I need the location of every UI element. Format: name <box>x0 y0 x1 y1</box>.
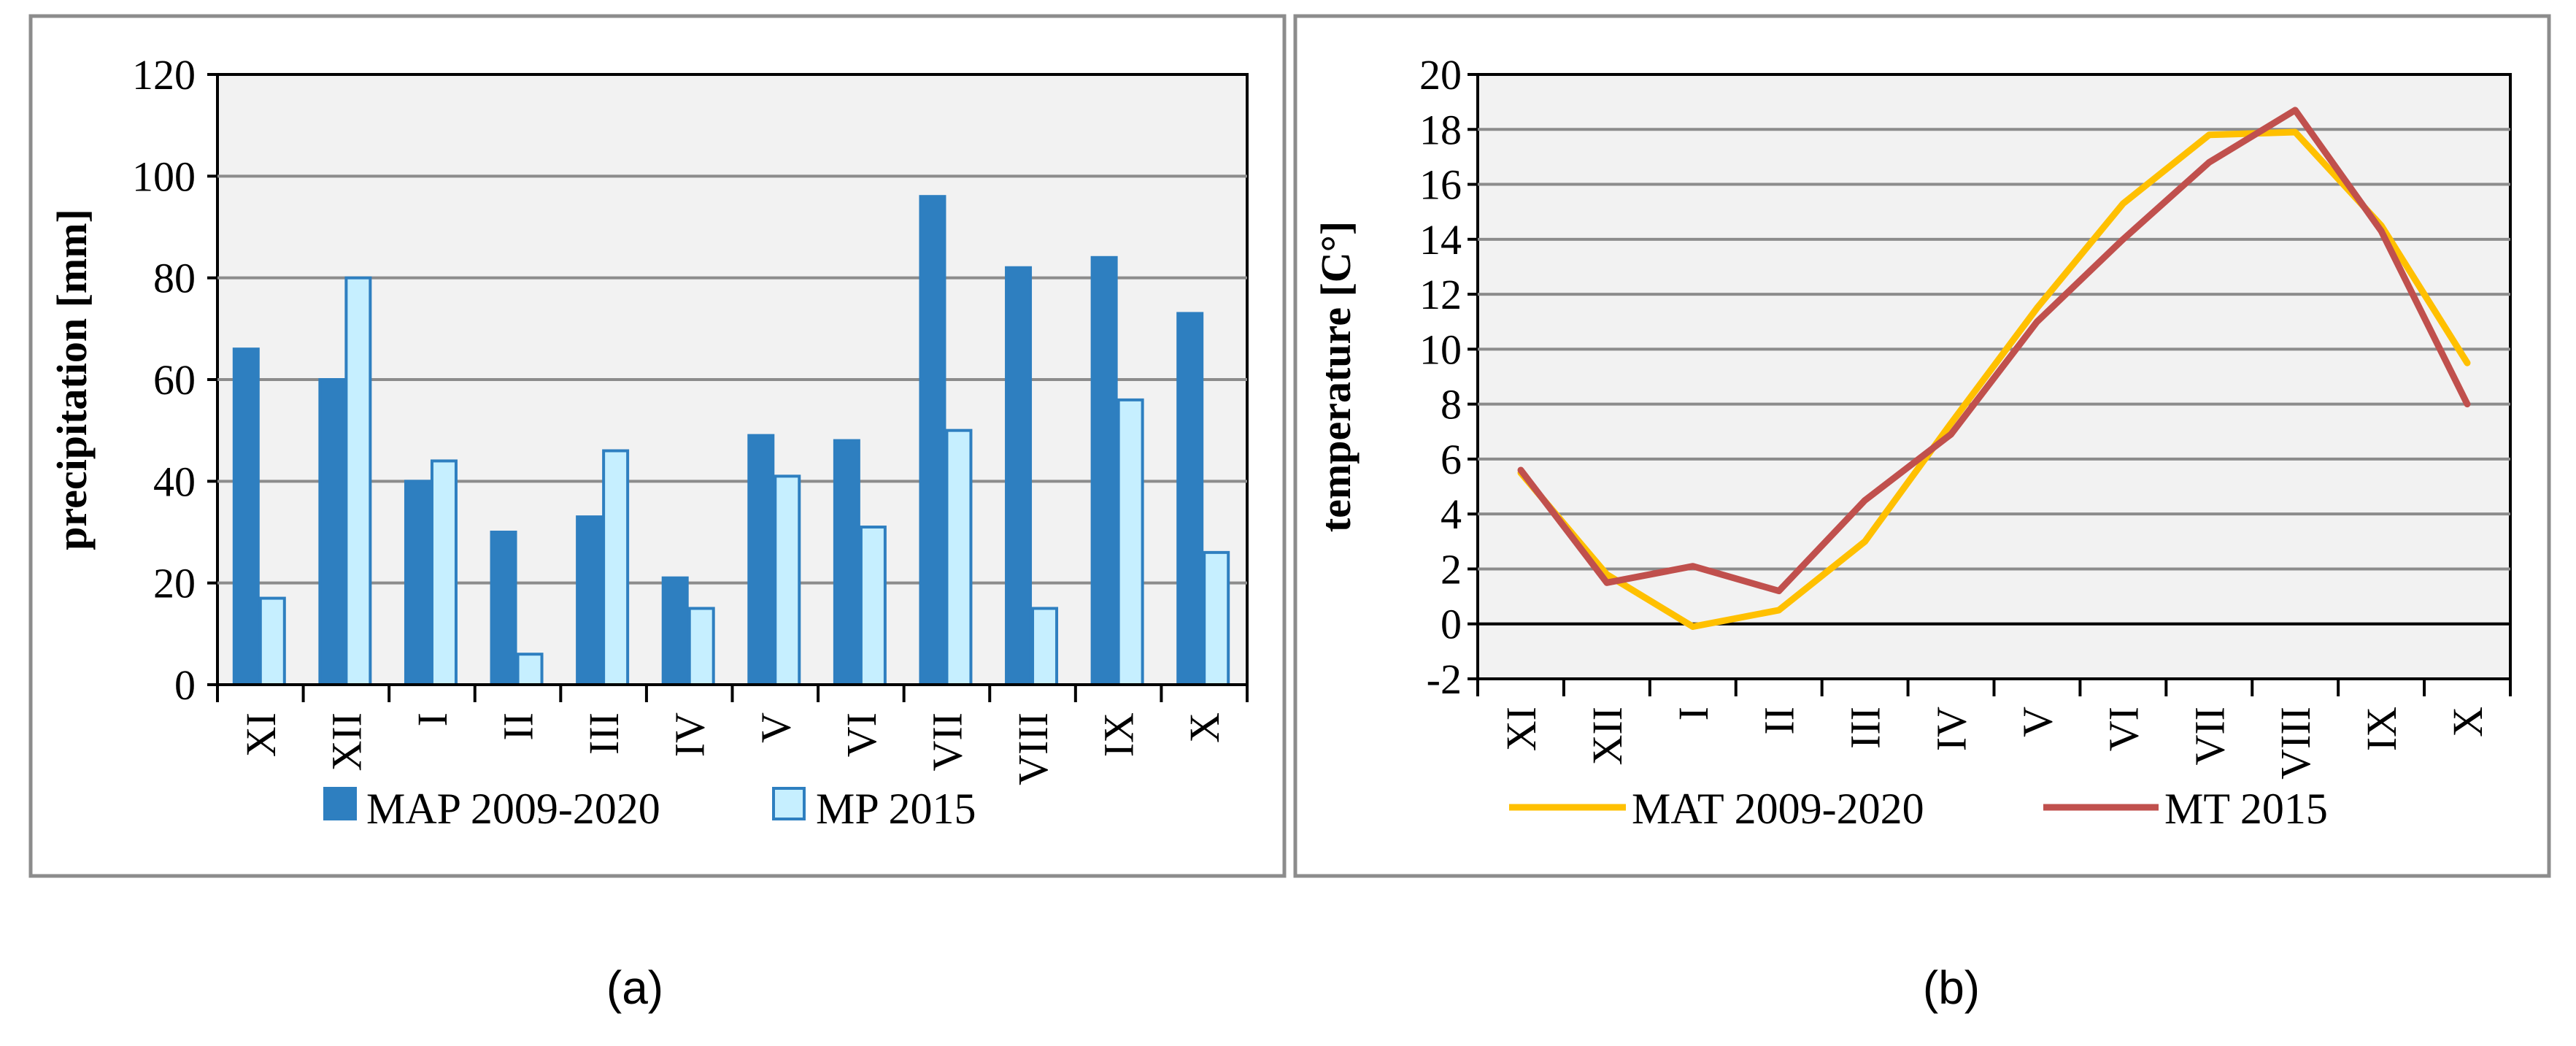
panel-b-legend-label: MT 2015 <box>2164 785 2328 833</box>
panel-a-category-label: XI <box>237 712 285 757</box>
panel-a-y-tick-label: 100 <box>132 153 196 200</box>
panel-b-y-tick-label: -2 <box>1427 655 1462 703</box>
panel-a-bar <box>430 459 458 686</box>
panel-b-y-tick-label: 12 <box>1419 271 1462 318</box>
panel-b-y-axis-label: temperature [C°] <box>1312 221 1360 532</box>
panel-a-bar <box>687 607 715 686</box>
panel-a-bar <box>490 531 517 686</box>
panel-b-y-tick-label: 4 <box>1441 491 1462 538</box>
panel-b-legend-label: MAT 2009-2020 <box>1632 785 1924 833</box>
panel-b-category-label: XI <box>1497 707 1545 751</box>
panel-a-category-label: III <box>580 712 628 755</box>
panel-a-caption: (a) <box>606 961 663 1014</box>
panel-a-category-label: VII <box>923 712 971 772</box>
panel-a-bar <box>774 474 801 686</box>
panel-a-bar <box>1203 550 1230 686</box>
panel-a-bar <box>1005 266 1033 686</box>
panel-a-bar <box>576 515 603 686</box>
panel-b-y-tick-label: 8 <box>1441 381 1462 428</box>
panel-a-bar <box>661 576 689 687</box>
panel-a-y-tick-label: 20 <box>153 560 196 607</box>
panel-a-bar <box>258 596 286 686</box>
panel-b-category-label: XII <box>1584 707 1631 766</box>
panel-a-bar <box>516 653 544 687</box>
panel-a-bar <box>344 276 372 686</box>
panel-b-category-label: VIII <box>2272 707 2319 780</box>
panel-b-series-line <box>1517 107 2471 595</box>
panel-a-category-label: X <box>1181 712 1228 743</box>
panel-b-category-label: VI <box>2099 707 2147 751</box>
panel-a-category-label: IX <box>1095 712 1143 757</box>
panel-a-legend-swatch <box>772 787 806 820</box>
panel-b-y-tick-label: 16 <box>1419 161 1462 209</box>
panel-a-bar <box>318 378 346 686</box>
panel-b-y-tick-label: 14 <box>1419 216 1462 264</box>
panel-b-category-label: I <box>1670 707 1717 720</box>
panel-a-y-tick-label: 80 <box>153 255 196 302</box>
panel-a-bar <box>1176 312 1204 686</box>
panel-b-y-tick-label: 10 <box>1419 326 1462 373</box>
panel-a-category-label: VIII <box>1009 712 1057 785</box>
panel-a-bar <box>1090 255 1118 686</box>
panel-b-caption: (b) <box>1923 961 1980 1014</box>
panel-a-category-label: I <box>409 712 456 726</box>
panel-a-y-axis-label: precipitation [mm] <box>48 209 96 550</box>
panel-b-category-label: IX <box>2358 707 2405 751</box>
panel-b-category-label: III <box>1842 707 1889 749</box>
panel-a-y-tick-label: 40 <box>153 458 196 505</box>
panel-b-y-tick-label: 2 <box>1441 545 1462 593</box>
panel-b-category-label: IV <box>1928 707 1975 751</box>
panel-a-bar <box>945 428 973 687</box>
panel-b-y-tick-label: 0 <box>1441 601 1462 648</box>
panel-b-y-tick-label: 18 <box>1419 106 1462 153</box>
panel-b-y-tick-label: 20 <box>1419 51 1462 99</box>
panel-a-bar <box>919 195 946 686</box>
panel-a-legend-label: MP 2015 <box>816 785 976 833</box>
panel-b-category-label: X <box>2444 707 2491 737</box>
panel-a-bar <box>1031 607 1059 686</box>
panel-a-category-label: II <box>495 712 542 741</box>
panel-b-category-label: II <box>1756 707 1803 735</box>
panel-b-series-line <box>1517 128 2471 630</box>
panel-b-category-label: VII <box>2186 707 2233 766</box>
panel-a-category-label: VI <box>838 712 885 757</box>
panel-a-legend-label: MAP 2009-2020 <box>366 785 660 833</box>
panel-a-bar <box>602 449 630 686</box>
panel-a-category-label: XII <box>323 712 370 772</box>
panel-a-category-label: IV <box>666 712 714 757</box>
panel-a-category-label: V <box>752 712 799 743</box>
panel-b-category-label: V <box>2013 707 2061 737</box>
panel-a-bar <box>859 526 887 686</box>
panel-a-bar <box>747 434 775 687</box>
panel-a-bar <box>404 480 431 686</box>
panel-a-bar <box>232 347 260 686</box>
panel-a-y-tick-label: 60 <box>153 356 196 404</box>
panel-a-y-tick-label: 0 <box>174 661 196 709</box>
panel-a-bar <box>833 439 860 686</box>
panel-a-bar <box>1117 398 1144 686</box>
panel-b-y-tick-label: 6 <box>1441 436 1462 483</box>
panel-a-y-tick-label: 120 <box>132 51 196 99</box>
panel-a-legend-swatch <box>323 787 357 820</box>
